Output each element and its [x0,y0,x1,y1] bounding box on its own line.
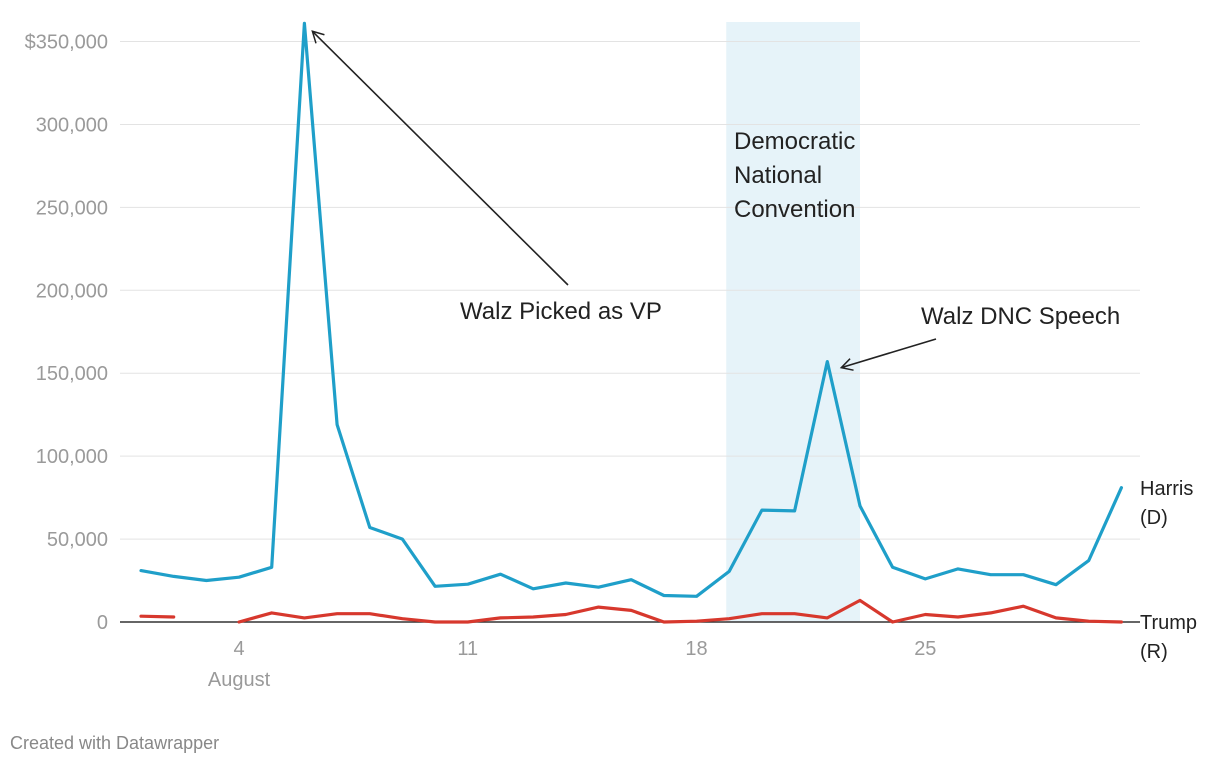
y-tick-label: 150,000 [36,363,108,385]
y-tick-label: 300,000 [36,114,108,136]
y-tick-label: 100,000 [36,446,108,468]
harris-series-label: Harris [1140,478,1193,500]
annotations: Democratic National Convention Walz Picked … [311,30,1120,371]
dnc-band-label: National [734,162,822,189]
x-tick-label: 4 [233,638,244,660]
trump-series-label: (R) [1140,641,1168,663]
x-tick-month-label: August [208,669,271,691]
harris-series-label: (D) [1140,507,1168,529]
y-tick-label: 200,000 [36,280,108,302]
y-tick-label: 50,000 [47,529,108,551]
dnc-highlight-band-group [726,22,860,622]
x-axis-ticks: 4 August 11 18 25 [208,638,937,691]
series-lines [139,21,1123,624]
y-tick-label: $350,000 [25,32,108,54]
gridlines [120,41,1140,623]
annotation-walz-dnc-speech: Walz DNC Speech [921,303,1120,330]
x-tick-label: 18 [685,638,707,660]
x-tick-label: 25 [914,638,936,660]
dnc-band-label: Convention [734,196,855,223]
y-tick-label: 0 [97,612,108,634]
series-labels: Harris (D) Trump (R) [1140,478,1197,663]
annotation-arrow-walz-picked [311,30,569,286]
y-axis-ticks: 0 50,000 100,000 150,000 200,000 250,000 300,0… [25,32,108,634]
annotation-arrow-walz-dnc [839,338,937,371]
trump-line [139,598,1123,624]
x-tick-label: 11 [457,638,478,660]
annotation-walz-picked: Walz Picked as VP [460,298,662,325]
harris-line [139,21,1123,598]
y-tick-label: 250,000 [36,197,108,219]
trump-series-label: Trump [1140,612,1197,634]
dnc-band-label: Democratic [734,128,855,155]
datawrapper-credit: Created with Datawrapper [10,733,220,753]
dnc-highlight-band [726,22,860,622]
